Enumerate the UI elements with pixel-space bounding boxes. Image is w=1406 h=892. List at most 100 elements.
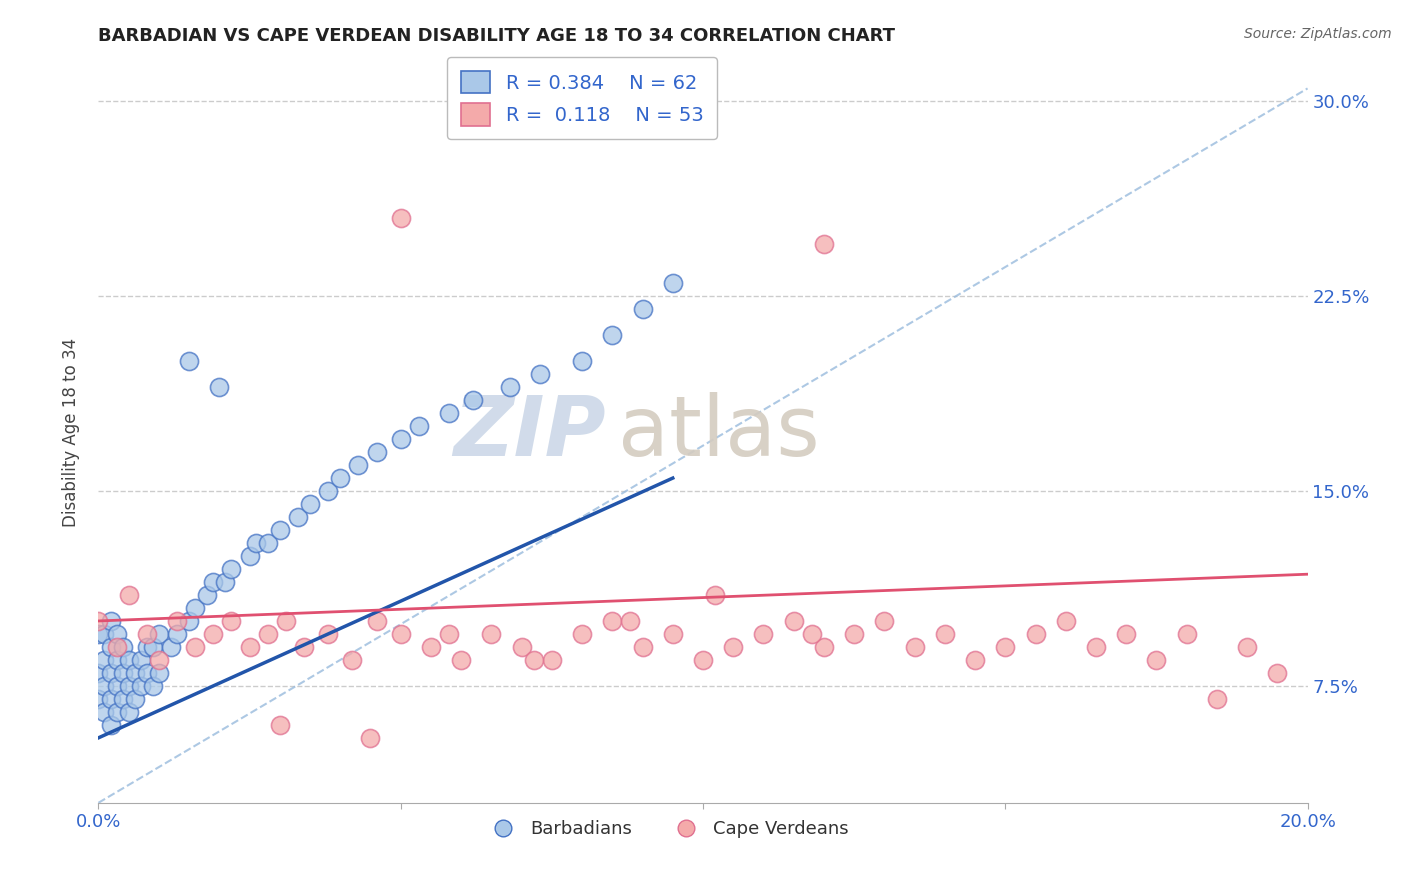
Point [1085, 640, 1108, 654]
Point [100, 692, 122, 706]
Point [510, 640, 533, 654]
Point [704, 588, 727, 602]
Point [87, 665, 110, 680]
Point [124, 665, 146, 680]
Point [100, 614, 122, 628]
Point [481, 627, 503, 641]
Point [87, 614, 110, 628]
Point [93, 627, 115, 641]
Point [166, 614, 188, 628]
Point [292, 640, 315, 654]
Point [800, 627, 823, 641]
Point [389, 627, 412, 641]
Point [1144, 653, 1167, 667]
Text: ZIP: ZIP [454, 392, 606, 473]
Point [873, 614, 896, 628]
Point [692, 653, 714, 667]
Point [105, 679, 128, 693]
Point [813, 640, 835, 654]
Point [347, 458, 370, 472]
Point [105, 627, 128, 641]
Point [463, 393, 485, 408]
Point [274, 614, 297, 628]
Point [269, 718, 291, 732]
Point [329, 471, 352, 485]
Point [148, 627, 170, 641]
Point [420, 640, 443, 654]
Point [529, 367, 551, 381]
Point [1115, 627, 1137, 641]
Text: atlas: atlas [619, 392, 820, 473]
Point [256, 627, 278, 641]
Point [498, 380, 520, 394]
Point [148, 653, 170, 667]
Point [142, 640, 165, 654]
Point [316, 627, 339, 641]
Point [202, 627, 225, 641]
Point [184, 640, 207, 654]
Point [221, 562, 243, 576]
Point [118, 705, 141, 719]
Point [269, 523, 291, 537]
Point [135, 640, 157, 654]
Point [316, 484, 339, 499]
Point [661, 277, 683, 291]
Point [93, 653, 115, 667]
Point [1206, 692, 1229, 706]
Point [844, 627, 866, 641]
Point [118, 679, 141, 693]
Legend: Barbadians, Cape Verdeans: Barbadians, Cape Verdeans [478, 814, 856, 846]
Point [105, 705, 128, 719]
Point [87, 627, 110, 641]
Point [540, 653, 562, 667]
Point [135, 627, 157, 641]
Y-axis label: Disability Age 18 to 34: Disability Age 18 to 34 [62, 338, 80, 527]
Point [195, 588, 218, 602]
Point [437, 406, 460, 420]
Point [179, 614, 201, 628]
Point [602, 614, 624, 628]
Point [111, 665, 134, 680]
Point [129, 679, 152, 693]
Point [256, 536, 278, 550]
Point [523, 653, 546, 667]
Point [105, 640, 128, 654]
Point [160, 640, 183, 654]
Point [783, 614, 806, 628]
Point [389, 432, 412, 446]
Point [904, 640, 927, 654]
Point [752, 627, 775, 641]
Point [184, 601, 207, 615]
Point [166, 627, 188, 641]
Point [135, 665, 157, 680]
Point [287, 510, 309, 524]
Point [366, 614, 388, 628]
Point [1267, 665, 1289, 680]
Point [245, 536, 267, 550]
Point [631, 302, 654, 317]
Point [111, 692, 134, 706]
Text: BARBADIAN VS CAPE VERDEAN DISABILITY AGE 18 TO 34 CORRELATION CHART: BARBADIAN VS CAPE VERDEAN DISABILITY AGE… [98, 27, 896, 45]
Point [118, 588, 141, 602]
Point [221, 614, 243, 628]
Point [1024, 627, 1046, 641]
Point [934, 627, 956, 641]
Point [994, 640, 1017, 654]
Point [299, 497, 322, 511]
Point [619, 614, 641, 628]
Point [239, 549, 262, 563]
Point [148, 665, 170, 680]
Point [105, 653, 128, 667]
Point [631, 640, 654, 654]
Point [389, 211, 412, 226]
Point [450, 653, 472, 667]
Point [366, 445, 388, 459]
Point [1054, 614, 1077, 628]
Point [100, 665, 122, 680]
Point [208, 380, 231, 394]
Point [360, 731, 382, 745]
Point [124, 692, 146, 706]
Point [111, 640, 134, 654]
Point [437, 627, 460, 641]
Point [965, 653, 987, 667]
